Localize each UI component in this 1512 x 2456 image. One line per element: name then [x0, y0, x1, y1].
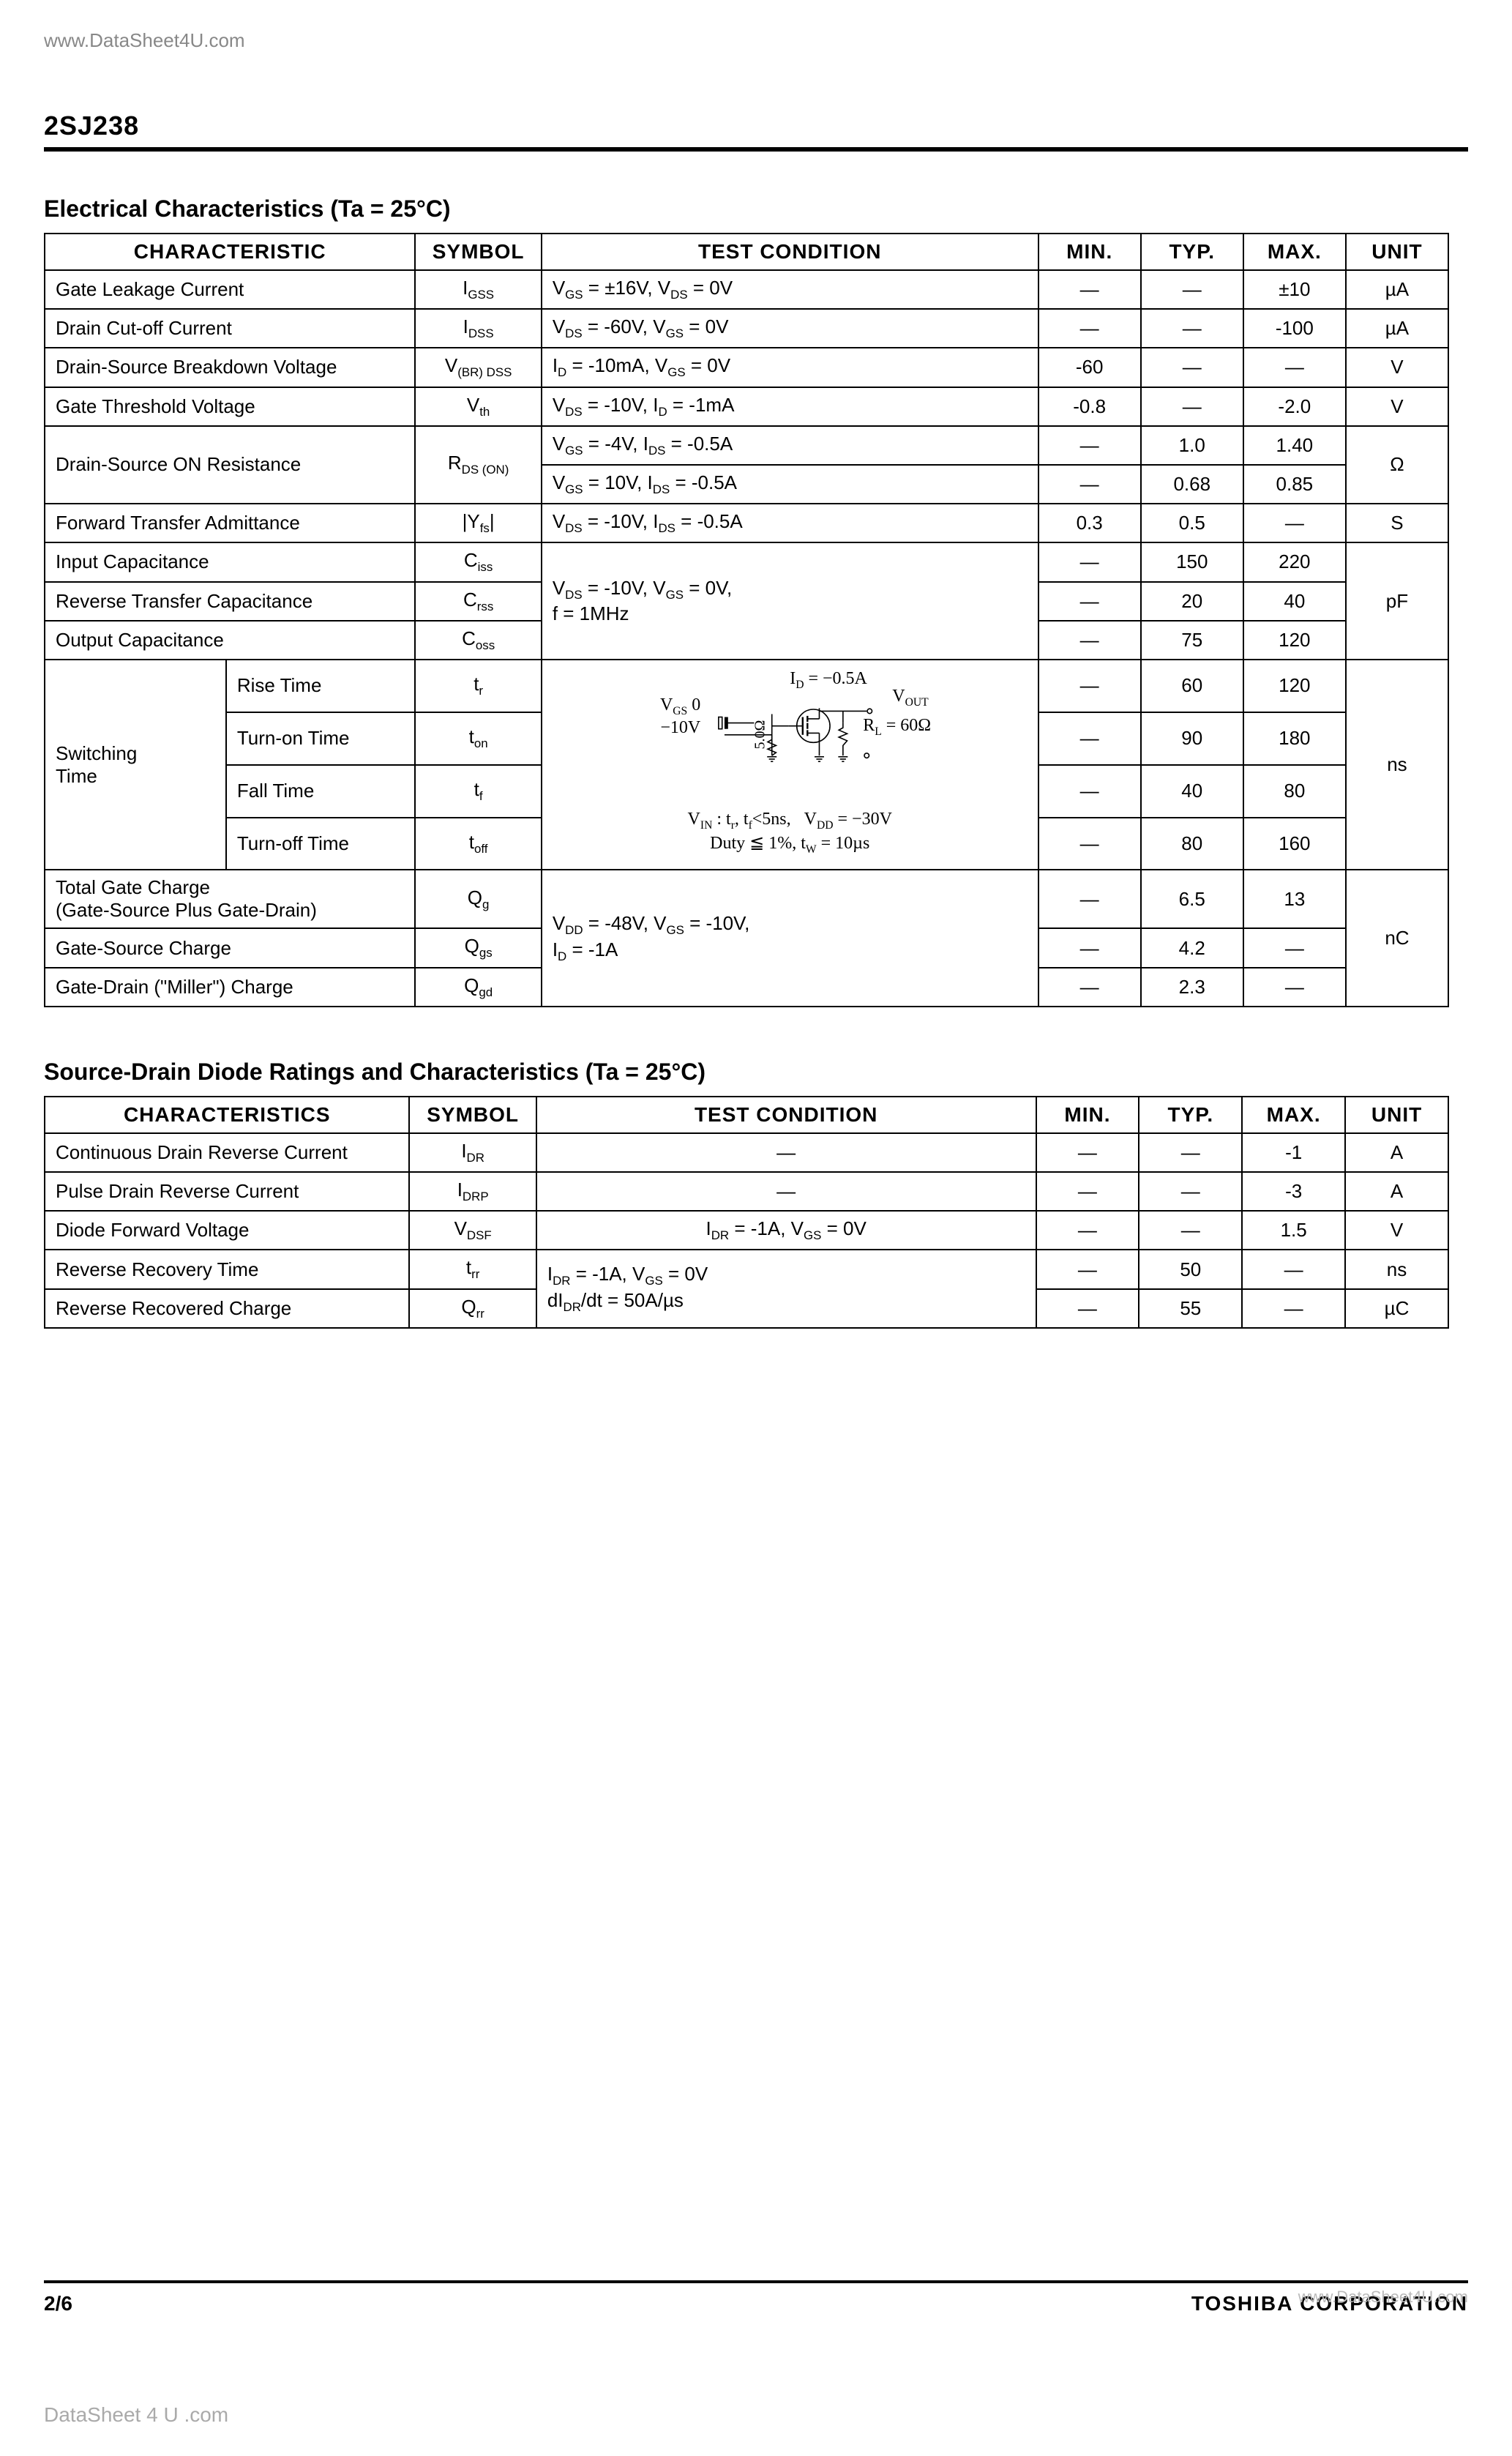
footer-watermark: www.DataSheet4U.com [1298, 2288, 1468, 2307]
electrical-characteristics-table: CHARACTERISTIC SYMBOL TEST CONDITION MIN… [44, 233, 1449, 1007]
table-row: SwitchingTime Rise Time tr [45, 660, 1448, 712]
watermark-top: www.DataSheet4U.com [44, 29, 1468, 52]
table-row: Drain Cut-off Current IDSS VDS = -60V, V… [45, 309, 1448, 348]
col-unit: UNIT [1346, 234, 1448, 270]
col-characteristics: CHARACTERISTICS [45, 1097, 409, 1133]
col-symbol: SYMBOL [415, 234, 541, 270]
col-typ: TYP. [1141, 234, 1243, 270]
table-row: Diode Forward Voltage VDSF IDR = -1A, VG… [45, 1211, 1448, 1250]
table-row: Gate Threshold Voltage Vth VDS = -10V, I… [45, 387, 1448, 426]
table-row: Gate Leakage Current IGSS VGS = ±16V, VD… [45, 270, 1448, 309]
table-row: Continuous Drain Reverse Current IDR — —… [45, 1133, 1448, 1172]
col-min: MIN. [1036, 1097, 1139, 1133]
bottom-watermark: DataSheet 4 U .com [44, 2403, 1468, 2427]
part-number: 2SJ238 [44, 111, 1468, 152]
col-typ: TYP. [1139, 1097, 1242, 1133]
col-characteristic: CHARACTERISTIC [45, 234, 415, 270]
col-unit: UNIT [1345, 1097, 1448, 1133]
table-row: Total Gate Charge(Gate-Source Plus Gate-… [45, 870, 1448, 928]
page-footer: 2/6 TOSHIBA CORPORATION www.DataSheet4U.… [44, 2280, 1468, 2315]
col-test-condition: TEST CONDITION [536, 1097, 1036, 1133]
table-row: Reverse Recovery Time trr IDR = -1A, VGS… [45, 1250, 1448, 1288]
page-number: 2/6 [44, 2292, 72, 2315]
table-row: Drain-Source ON Resistance RDS (ON) VGS … [45, 426, 1448, 465]
table-row: Drain-Source Breakdown Voltage V(BR) DSS… [45, 348, 1448, 387]
switching-circuit-diagram [665, 673, 914, 820]
col-max: MAX. [1242, 1097, 1345, 1133]
section1-title: Electrical Characteristics (Ta = 25°C) [44, 195, 1468, 223]
table-row: Forward Transfer Admittance |Yfs| VDS = … [45, 504, 1448, 542]
table-row: Pulse Drain Reverse Current IDRP — ——-3 … [45, 1172, 1448, 1211]
section2-title: Source-Drain Diode Ratings and Character… [44, 1059, 1468, 1086]
source-drain-diode-table: CHARACTERISTICS SYMBOL TEST CONDITION MI… [44, 1096, 1449, 1329]
col-max: MAX. [1243, 234, 1346, 270]
col-symbol: SYMBOL [409, 1097, 536, 1133]
col-min: MIN. [1038, 234, 1141, 270]
col-test-condition: TEST CONDITION [542, 234, 1038, 270]
table-row: Input Capacitance Ciss VDS = -10V, VGS =… [45, 542, 1448, 581]
